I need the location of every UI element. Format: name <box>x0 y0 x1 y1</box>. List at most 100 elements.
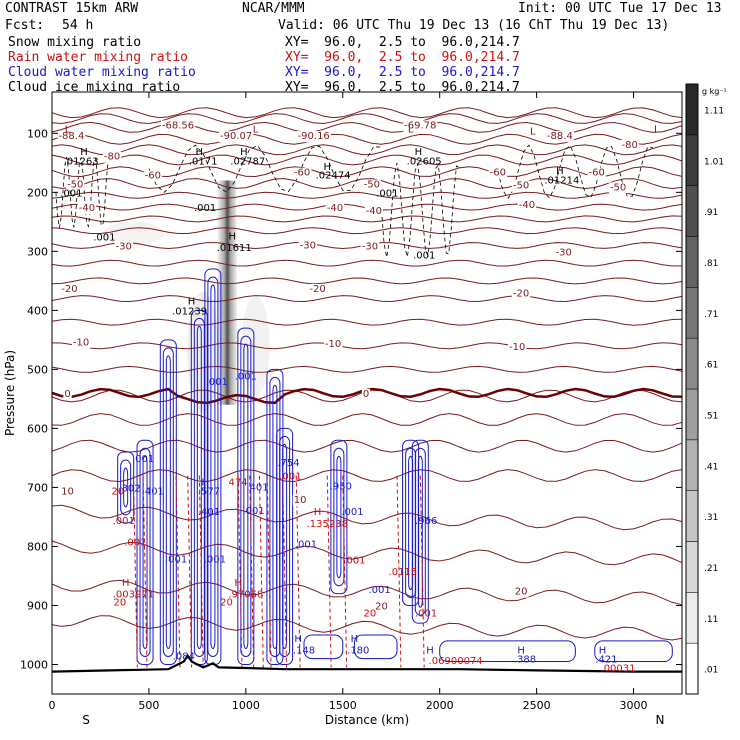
cloud-water-contour <box>411 439 429 624</box>
label-halo <box>57 131 86 143</box>
label-halo <box>488 167 508 179</box>
colorbar-tick-label: .01 <box>704 666 718 676</box>
contour-value-label: H <box>188 296 196 307</box>
isotherm-label: 10 <box>294 495 307 506</box>
contour-value-label: .001 <box>341 507 363 518</box>
isotherm-label: -60 <box>490 168 506 179</box>
organization: NCAR/MMM <box>242 1 305 16</box>
terrain-line <box>51 653 682 673</box>
snow-shading <box>103 221 164 246</box>
isotherm-label: -10 <box>509 342 525 353</box>
temperature-isotherm <box>51 439 683 453</box>
isotherm-label: -80 <box>621 140 637 151</box>
contour-value-label: H <box>599 646 607 657</box>
isotherm-label: -90.16 <box>298 131 330 142</box>
label-halo <box>114 241 133 253</box>
snow-shading <box>216 180 239 405</box>
contour-value-label: 20 <box>113 597 126 608</box>
cloud-water-contour <box>120 459 132 516</box>
contour-value-label: .01214 <box>544 175 579 186</box>
snow-shading <box>241 295 270 396</box>
colorbar-segment <box>685 337 699 390</box>
isotherm-label: -40 <box>366 206 382 217</box>
colorbar-segment <box>685 134 699 186</box>
label-halo <box>60 283 79 295</box>
x-tick-label: 3000 <box>620 699 648 712</box>
isotherm-label: -20 <box>309 284 325 295</box>
temperature-isotherm <box>51 191 683 199</box>
colorbar-tick-label: .11 <box>704 615 718 625</box>
x-tick-label: 0 <box>49 699 56 712</box>
field-name: Rain water mixing ratio <box>8 50 189 65</box>
cloud-ice-contour <box>497 144 653 199</box>
isotherm-label: -80 <box>104 152 120 163</box>
label-halo <box>77 203 97 215</box>
contour-value-label: .001 <box>113 516 135 527</box>
label-halo <box>102 151 122 163</box>
isotherm-label: -50 <box>610 182 626 193</box>
cloud-water-contour <box>439 640 576 663</box>
rain-water-contour <box>326 475 332 668</box>
temperature-isotherm <box>51 365 683 373</box>
label-halo <box>517 200 537 212</box>
isotherm-label: -30 <box>362 241 378 252</box>
x-tick-label: 500 <box>138 699 159 712</box>
cloud-water-contour <box>336 455 342 579</box>
y-tick-label: 600 <box>27 422 48 435</box>
cloud-water-contour <box>303 634 344 660</box>
contour-value-label: .001 <box>124 538 146 549</box>
contour-value-label: .02605 <box>407 156 442 167</box>
colorbar-unit: g kg⁻¹ <box>702 87 727 96</box>
label-halo <box>403 120 438 132</box>
south-label: S <box>82 713 90 727</box>
field-xy: XY= 96.0, 2.5 to 96.0,214.7 <box>285 50 520 65</box>
rain-water-contour <box>187 475 193 668</box>
rain-water-contour <box>266 475 272 668</box>
field-xy: XY= 96.0, 2.5 to 96.0,214.7 <box>285 35 520 50</box>
cloud-water-contour <box>279 435 291 657</box>
contour-value-label: H <box>196 147 204 158</box>
label-halo <box>513 586 529 598</box>
contour-value-label: .135238 <box>307 519 348 530</box>
contour-value-label: 20 <box>112 486 125 497</box>
x-axis-label: Distance (km) <box>325 713 409 727</box>
label-halo <box>71 337 91 349</box>
isotherm-label: 0 <box>363 389 369 400</box>
y-tick-label: 200 <box>27 186 48 199</box>
contour-value-label: L <box>408 125 414 136</box>
contour-value-label: .577 <box>198 486 220 497</box>
contour-value-label: .001 <box>376 188 398 199</box>
contour-value-label: .950 <box>330 482 352 493</box>
y-axis-label: Pressure (hPa) <box>3 350 17 436</box>
contour-value-label: .01611 <box>217 243 252 254</box>
plot-frame <box>51 91 683 695</box>
x-tick-label: 2000 <box>426 699 454 712</box>
colorbar-segment <box>685 541 699 593</box>
temperature-isotherm <box>51 540 683 566</box>
cloud-ice-contour <box>381 162 460 258</box>
colorbar-tick-label: 1.11 <box>704 106 724 116</box>
cloud-water-contour <box>139 447 151 657</box>
rain-water-contour <box>419 475 425 668</box>
temperature-isotherm <box>51 318 683 326</box>
cloud-water-contour <box>276 427 294 665</box>
label-halo <box>296 131 331 143</box>
contour-value-label: .001 <box>132 454 154 465</box>
contour-value-label: L <box>654 125 660 136</box>
contour-value-label: H <box>556 166 564 177</box>
label-halo <box>360 241 380 253</box>
contour-value-label: .084 <box>173 652 195 663</box>
temperature-isotherm <box>51 342 683 350</box>
colorbar-frame <box>685 83 699 695</box>
temperature-isotherm <box>51 259 683 267</box>
contour-value-label: .001 <box>165 554 187 565</box>
rain-water-contour <box>249 475 255 668</box>
isotherm-label: 20 <box>515 587 528 598</box>
colorbar-tick-label: .21 <box>704 564 718 574</box>
label-halo <box>511 180 531 192</box>
label-halo <box>60 486 75 498</box>
label-halo <box>308 283 327 295</box>
temperature-isotherm <box>51 277 683 285</box>
